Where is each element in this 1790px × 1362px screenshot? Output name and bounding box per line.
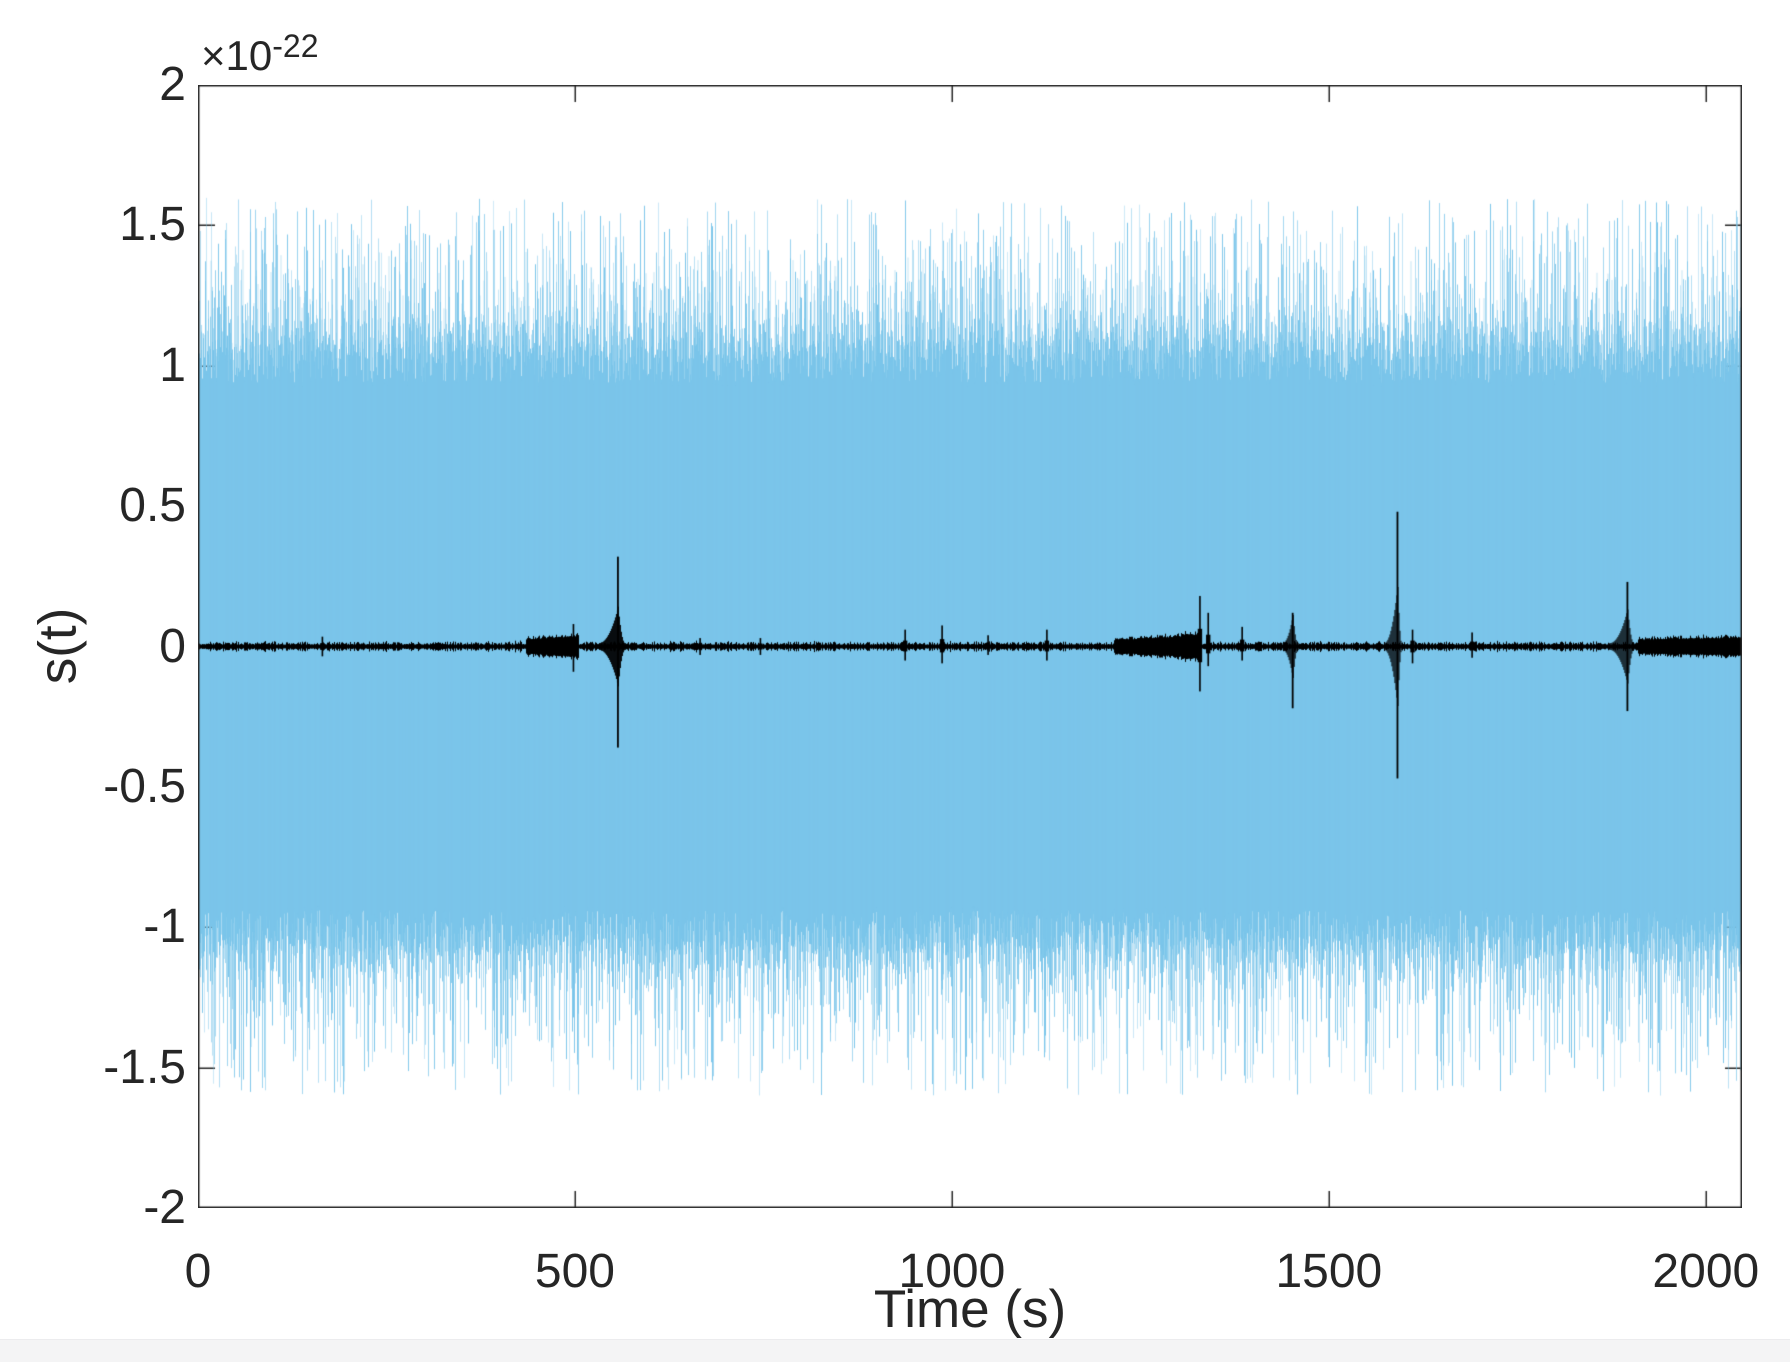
- y-axis-exponent-label: ×10-22: [201, 30, 319, 77]
- x-axis-title: Time (s): [873, 1280, 1067, 1339]
- plot-area: [198, 85, 1742, 1208]
- y-tick-label: -1: [143, 900, 186, 954]
- y-tick-label: 1: [159, 338, 186, 392]
- exponent-power: -22: [272, 28, 319, 64]
- y-tick-label: 0: [159, 619, 186, 673]
- x-tick-label: 1500: [1275, 1245, 1383, 1298]
- y-tick-label: -1.5: [103, 1040, 186, 1094]
- y-tick-label: -0.5: [103, 759, 186, 813]
- x-tick-label: 500: [534, 1245, 615, 1298]
- window-edge-strip: [0, 1339, 1790, 1362]
- y-tick-label: -2: [143, 1181, 186, 1234]
- x-tick-label: 0: [184, 1245, 212, 1298]
- exponent-multiplier: ×10: [201, 32, 273, 79]
- y-tick-label: 1.5: [119, 198, 186, 252]
- y-tick-label: 2: [159, 58, 186, 111]
- x-tick-label: 1000: [898, 1245, 1006, 1298]
- y-tick-label: 0.5: [119, 479, 186, 533]
- x-tick-label: 2000: [1652, 1245, 1760, 1298]
